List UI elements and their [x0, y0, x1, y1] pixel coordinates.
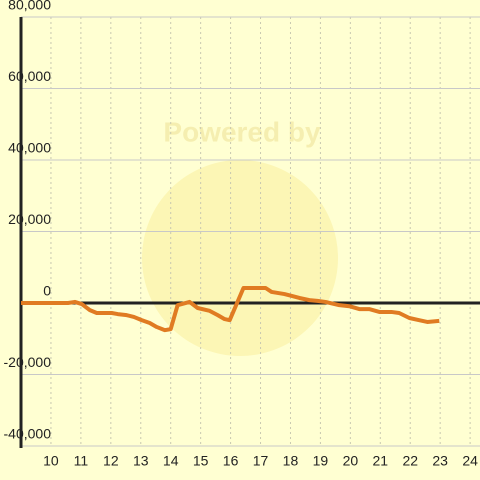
- x-tick-label: 14: [163, 453, 179, 469]
- x-tick-label: 21: [373, 453, 389, 469]
- y-tick-label: 40,000: [8, 140, 51, 156]
- x-tick-label: 13: [133, 453, 149, 469]
- x-tick-label: 15: [193, 453, 209, 469]
- y-tick-label: 0: [43, 283, 51, 299]
- x-tick-label: 10: [43, 453, 59, 469]
- x-tick-label: 22: [402, 453, 418, 469]
- y-tick-label: -20,000: [4, 354, 52, 370]
- watermark: Powered by: [163, 116, 321, 147]
- x-tick-label: 19: [313, 453, 329, 469]
- x-tick-label: 11: [74, 453, 89, 469]
- series-line: [21, 285, 440, 333]
- x-tick-label: 17: [253, 453, 269, 469]
- x-tick-label: 12: [103, 453, 119, 469]
- x-tick-label: 20: [343, 453, 359, 469]
- y-tick-label: -40,000: [4, 426, 52, 442]
- x-tick-label: 18: [283, 453, 299, 469]
- x-tick-label: 23: [432, 453, 448, 469]
- x-tick-label: 16: [223, 453, 239, 469]
- watermark-logo: [142, 160, 338, 356]
- x-tick-label: 24: [462, 453, 478, 469]
- y-tick-label: 60,000: [8, 68, 51, 84]
- y-tick-label: 20,000: [8, 211, 51, 227]
- y-tick-label: 80,000: [8, 0, 51, 13]
